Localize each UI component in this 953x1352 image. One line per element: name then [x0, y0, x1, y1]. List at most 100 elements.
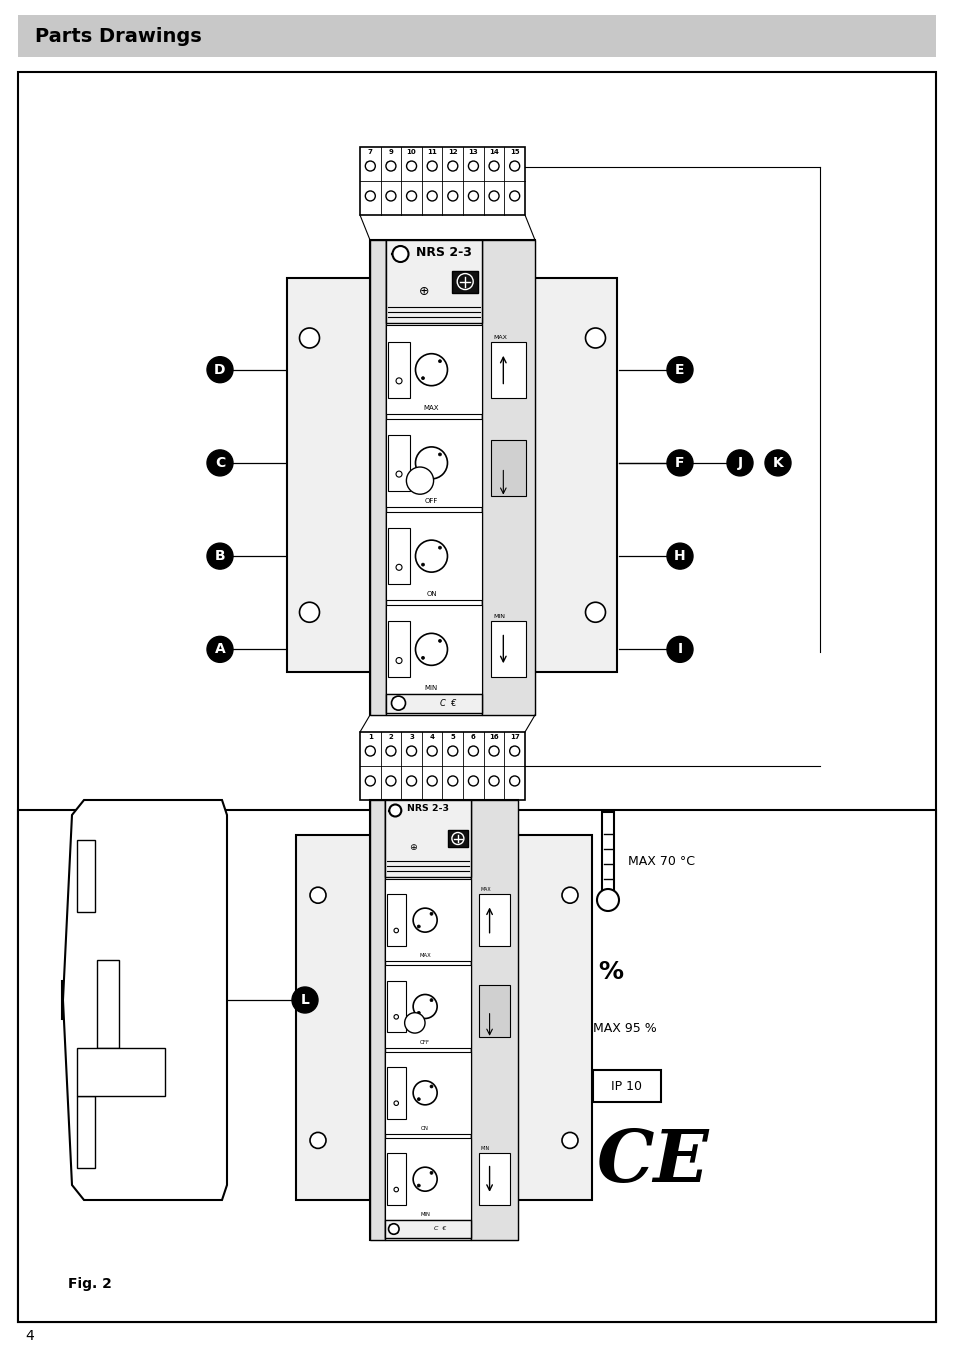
Circle shape [509, 746, 519, 756]
Bar [359, 731, 524, 800]
Circle shape [438, 639, 441, 642]
Text: C  €: C € [434, 1226, 446, 1232]
Circle shape [764, 450, 790, 476]
Bar [386, 606, 481, 694]
Circle shape [299, 602, 319, 622]
Circle shape [489, 161, 498, 172]
Text: A: A [214, 642, 225, 656]
Bar [370, 800, 517, 1240]
Text: %: % [598, 960, 623, 984]
Bar [386, 894, 405, 946]
Text: H: H [674, 549, 685, 564]
Circle shape [406, 466, 434, 495]
Bar [370, 241, 535, 715]
Text: MIN: MIN [480, 1146, 490, 1152]
Circle shape [207, 357, 233, 383]
Circle shape [386, 161, 395, 172]
Text: 5: 5 [450, 734, 455, 740]
Circle shape [468, 161, 478, 172]
Circle shape [430, 913, 433, 915]
Circle shape [585, 602, 605, 622]
Text: Fig. 2: Fig. 2 [68, 1278, 112, 1291]
Text: 17: 17 [509, 734, 519, 740]
Text: B: B [214, 549, 225, 564]
Bar [386, 241, 481, 715]
Text: 9: 9 [388, 149, 393, 155]
Circle shape [386, 776, 395, 786]
Circle shape [726, 450, 752, 476]
Circle shape [299, 329, 319, 347]
Text: 11: 11 [427, 149, 436, 155]
Text: 4: 4 [429, 734, 435, 740]
Circle shape [406, 191, 416, 201]
Bar [388, 529, 409, 584]
Circle shape [438, 546, 441, 549]
Bar [18, 810, 935, 1322]
Text: MAX 70 °C: MAX 70 °C [627, 854, 695, 868]
Circle shape [430, 1171, 433, 1175]
Circle shape [421, 377, 424, 380]
Circle shape [207, 450, 233, 476]
Circle shape [447, 191, 457, 201]
Circle shape [468, 191, 478, 201]
Circle shape [509, 191, 519, 201]
Bar [386, 419, 481, 507]
Text: J: J [737, 456, 741, 470]
Circle shape [421, 564, 424, 566]
Bar [384, 965, 470, 1048]
Bar [386, 326, 481, 414]
Circle shape [394, 1187, 398, 1192]
Circle shape [438, 360, 441, 362]
Circle shape [447, 161, 457, 172]
Circle shape [427, 191, 436, 201]
Circle shape [365, 776, 375, 786]
Circle shape [416, 448, 447, 479]
Circle shape [365, 746, 375, 756]
Circle shape [427, 776, 436, 786]
Bar [491, 439, 525, 496]
Circle shape [666, 450, 692, 476]
Circle shape [391, 696, 405, 710]
Circle shape [509, 776, 519, 786]
Circle shape [406, 746, 416, 756]
Bar [388, 435, 409, 491]
Text: 16: 16 [489, 734, 498, 740]
Circle shape [430, 999, 433, 1002]
Circle shape [207, 637, 233, 662]
Circle shape [438, 453, 441, 456]
Circle shape [413, 1080, 436, 1105]
Text: MAX: MAX [493, 335, 507, 339]
Circle shape [413, 995, 436, 1018]
Circle shape [365, 191, 375, 201]
Text: C: C [214, 456, 225, 470]
Bar [491, 342, 525, 397]
Bar [77, 840, 95, 913]
Text: MAX: MAX [480, 887, 491, 892]
Circle shape [392, 246, 408, 262]
Circle shape [386, 191, 395, 201]
Circle shape [416, 354, 447, 385]
Circle shape [430, 1084, 433, 1088]
Circle shape [597, 890, 618, 911]
Bar [384, 800, 470, 1240]
Circle shape [389, 804, 401, 817]
Bar [386, 241, 481, 323]
Text: MIN: MIN [493, 614, 505, 619]
Circle shape [310, 887, 326, 903]
Circle shape [489, 746, 498, 756]
Text: 14: 14 [489, 149, 498, 155]
Text: ON: ON [426, 591, 436, 598]
Text: D: D [214, 362, 226, 377]
Text: ON: ON [421, 1126, 429, 1130]
Circle shape [416, 1098, 420, 1101]
Circle shape [416, 925, 420, 927]
Circle shape [489, 191, 498, 201]
Text: MAX 95 %: MAX 95 % [593, 1022, 656, 1036]
Text: 10: 10 [406, 149, 416, 155]
Text: MIN: MIN [419, 1213, 430, 1217]
Circle shape [292, 987, 317, 1013]
Circle shape [310, 1133, 326, 1148]
Circle shape [413, 909, 436, 932]
Bar [287, 279, 617, 672]
Text: E: E [675, 362, 684, 377]
